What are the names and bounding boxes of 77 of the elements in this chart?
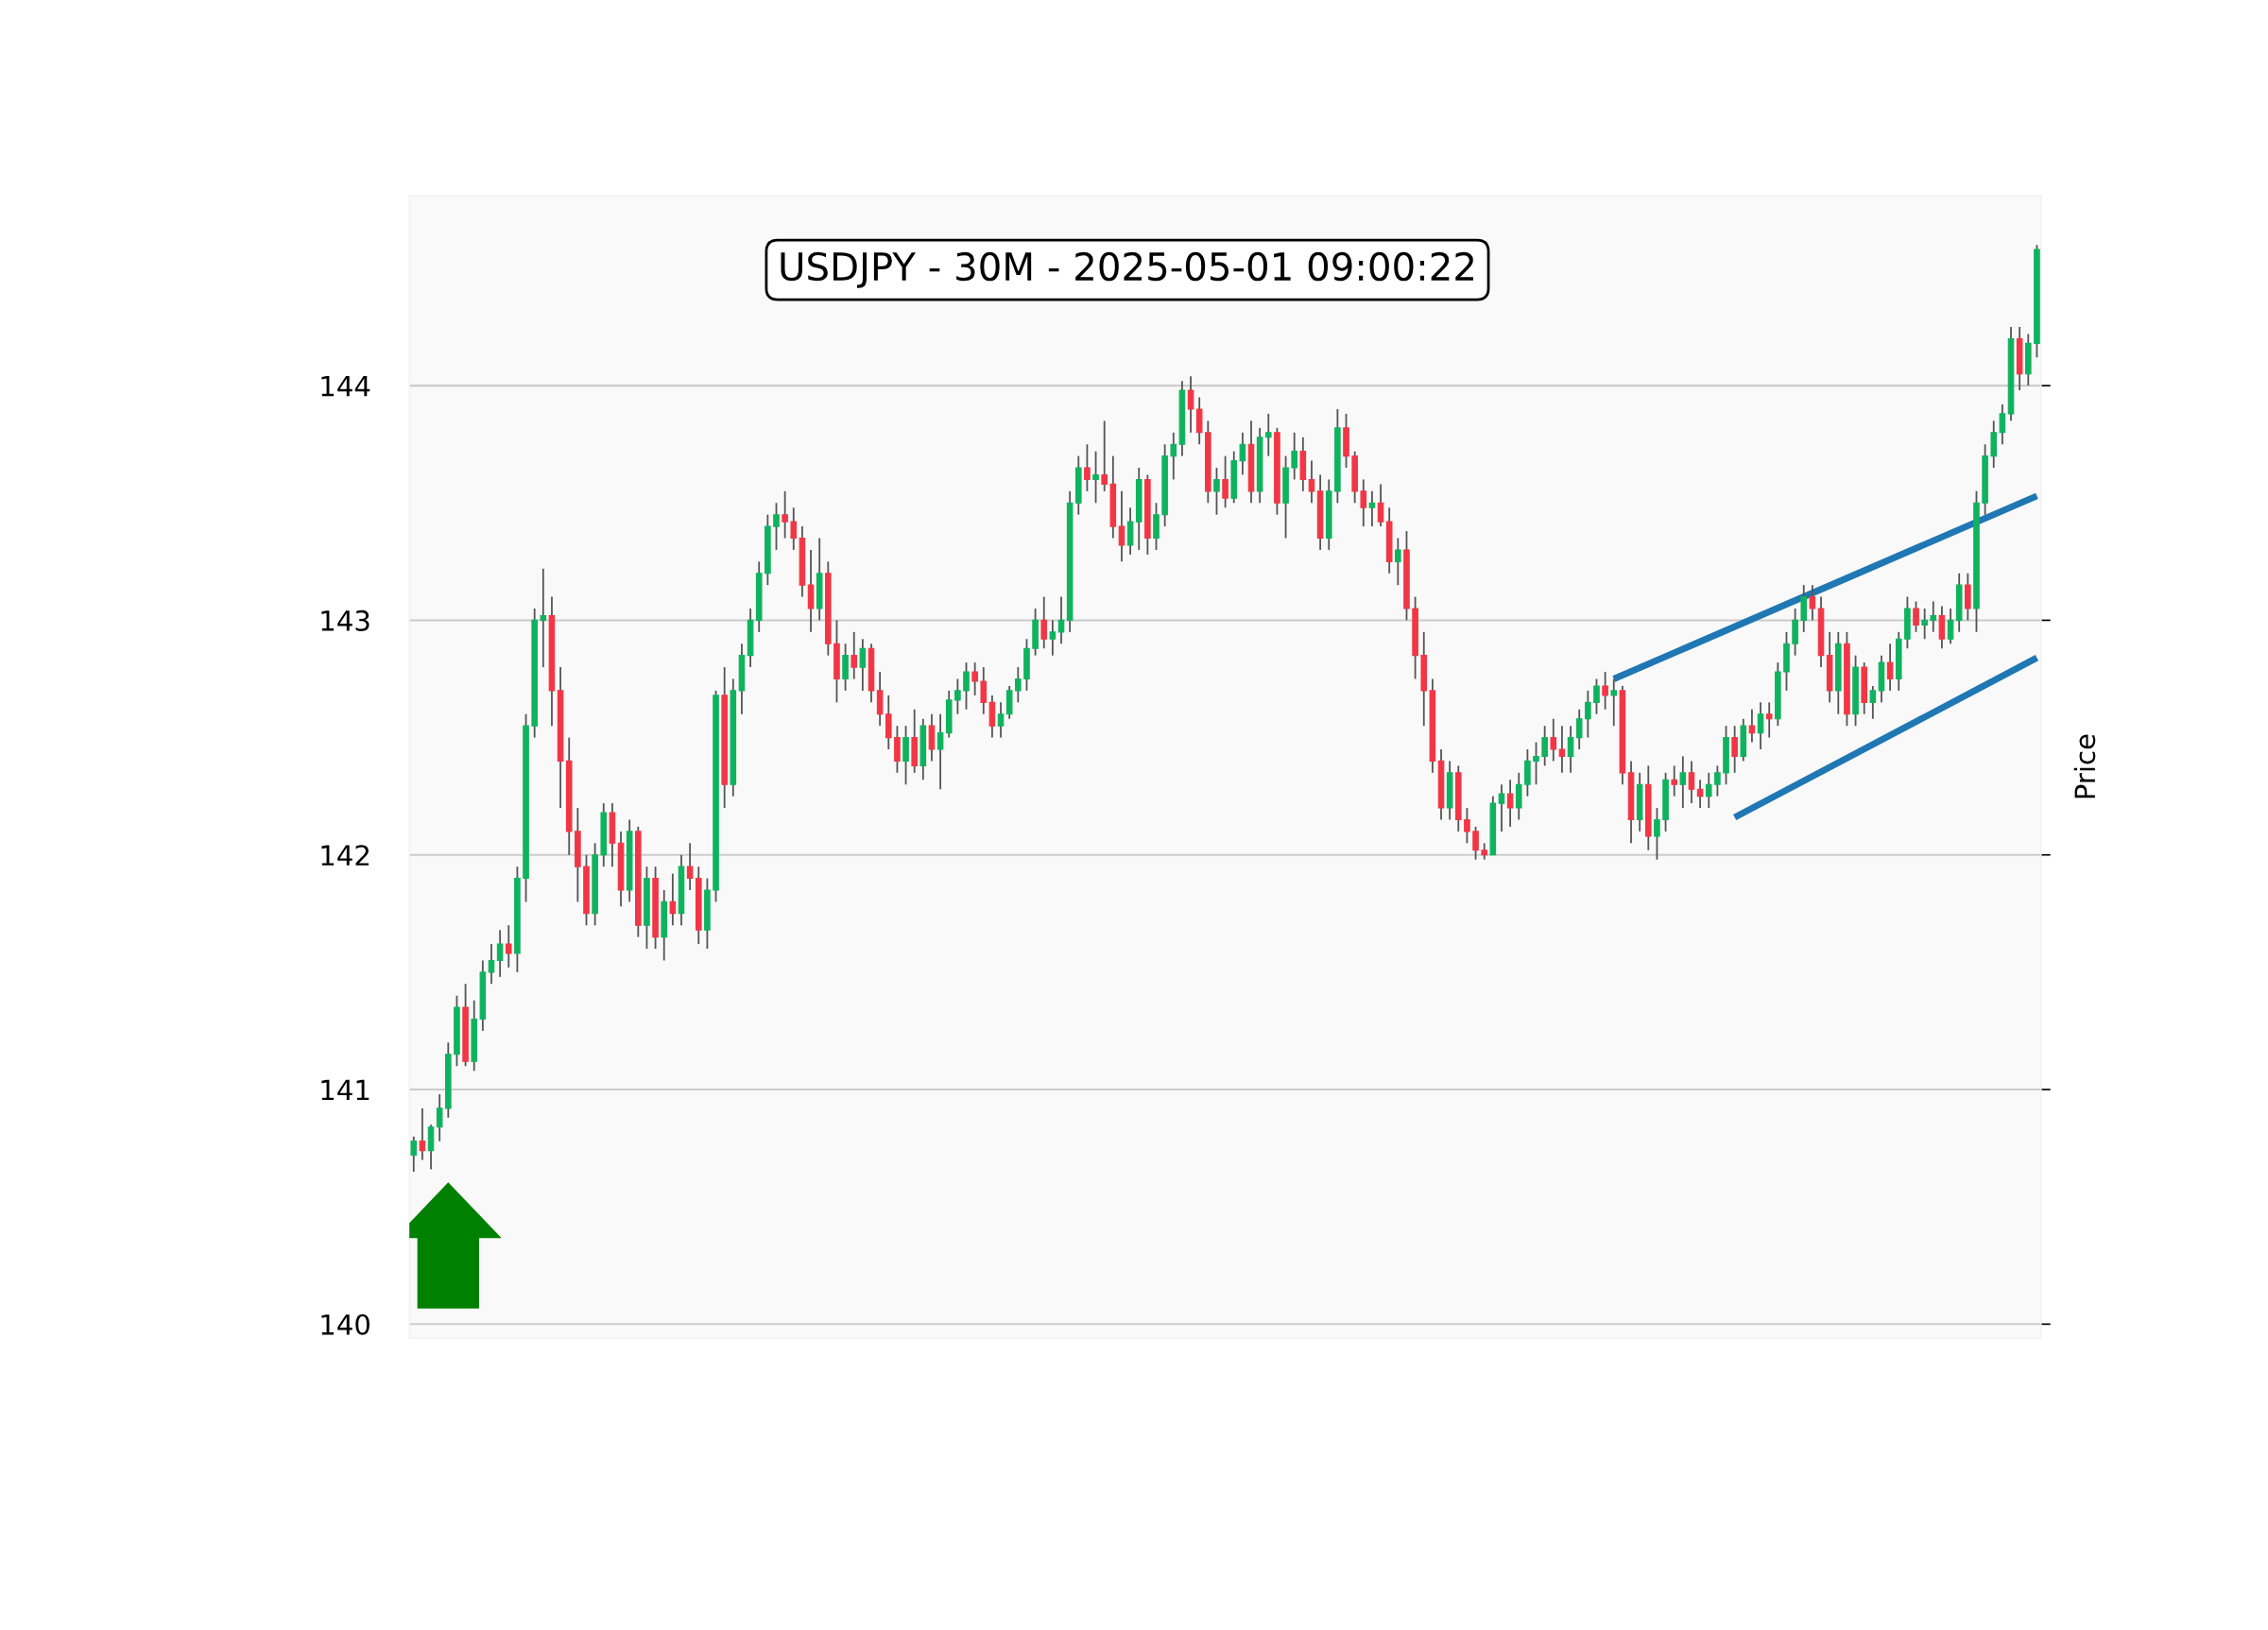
candlestick: [1593, 678, 1600, 715]
candlestick: [436, 1093, 443, 1142]
candlestick: [1360, 478, 1367, 528]
candlestick: [1368, 489, 1376, 528]
candlestick: [954, 678, 961, 715]
candlestick: [1015, 666, 1022, 704]
candlestick: [1187, 375, 1194, 434]
candlestick: [1308, 459, 1315, 505]
candlestick: [850, 630, 858, 680]
candlestick: [997, 701, 1005, 739]
candlestick: [1809, 584, 1816, 622]
candlestick: [1567, 725, 1574, 774]
candlestick: [782, 489, 788, 540]
candlestick: [1464, 807, 1470, 845]
candlestick: [859, 638, 867, 692]
y-tick-label: 142: [321, 845, 369, 866]
candlestick: [540, 567, 547, 668]
candlestick: [1170, 431, 1177, 481]
candlestick: [1671, 764, 1677, 798]
candlestick: [410, 1135, 418, 1173]
candlestick: [1731, 725, 1738, 774]
candlestick: [1291, 431, 1297, 481]
candlestick: [1213, 467, 1220, 516]
candlestick: [1602, 671, 1608, 711]
candlestick: [1472, 826, 1479, 861]
candlestick: [1913, 600, 1919, 633]
y-axis-title: Price: [2073, 734, 2096, 798]
candlestick: [1101, 420, 1108, 492]
candlestick: [1679, 755, 1687, 809]
candlestick: [1395, 537, 1401, 587]
candlestick: [1757, 701, 1764, 750]
candlestick: [980, 666, 988, 715]
candlestick: [1930, 600, 1937, 633]
candlestick: [1084, 443, 1091, 492]
candlestick: [1533, 741, 1539, 786]
candlestick: [1498, 783, 1505, 832]
candlestick: [1040, 595, 1048, 650]
candlestick: [790, 506, 798, 551]
candlestick: [936, 712, 944, 791]
candlestick: [1714, 764, 1721, 798]
candlestick: [1947, 608, 1954, 645]
candlestick: [1575, 708, 1583, 750]
candlestick: [1705, 771, 1712, 809]
candlestick: [505, 924, 512, 969]
candlestick: [1092, 450, 1099, 505]
candlestick: [1869, 685, 1877, 720]
candlestick: [1541, 725, 1548, 767]
candlestick: [1688, 760, 1695, 805]
candlestick: [1999, 403, 2006, 446]
candlestick: [1239, 431, 1246, 476]
candlestick: [1765, 701, 1773, 739]
candlestick: [963, 661, 970, 711]
y-tick-label: 141: [321, 1079, 369, 1101]
candlestick: [1610, 678, 1618, 728]
candlestick: [1222, 455, 1228, 509]
text: USDJPY - 30M - 2025-05-01 09:00:22: [781, 251, 1473, 288]
candlestick: [496, 929, 504, 978]
candlestick: [1921, 608, 1928, 641]
candlestick: [1049, 619, 1057, 657]
candlestick: [1118, 489, 1125, 563]
y-tick-label: 144: [321, 375, 370, 397]
candlestick: [419, 1107, 426, 1161]
candlestick: [686, 842, 694, 891]
candlestick: [669, 872, 677, 927]
candlestick: [1506, 779, 1514, 828]
candlestick: [773, 502, 780, 551]
candlestick: [1377, 483, 1384, 528]
y-tick-label: 143: [321, 609, 369, 631]
candlestick: [1550, 717, 1557, 763]
candlestick: [1585, 690, 1591, 739]
candlestick: [488, 943, 495, 986]
candlestick: [1558, 725, 1566, 774]
candlestick: [1886, 643, 1894, 692]
candlestick: [1264, 413, 1272, 457]
candlestick: [1654, 807, 1660, 861]
y-tick-label: 140: [321, 1313, 369, 1335]
candlestick: [971, 661, 978, 696]
